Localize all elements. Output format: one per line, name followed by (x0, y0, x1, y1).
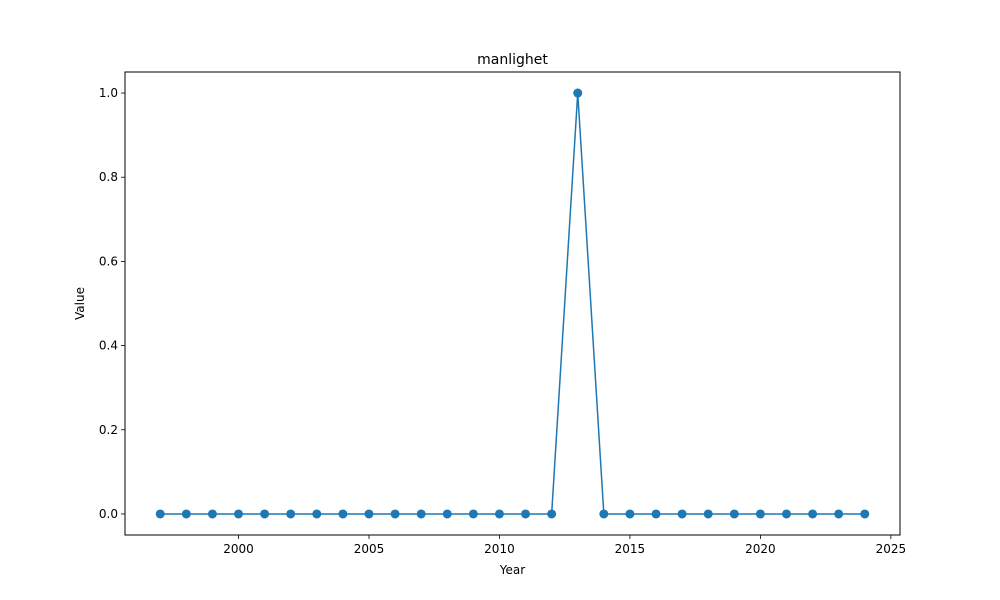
data-point (860, 509, 870, 519)
x-tick-label: 2000 (223, 542, 254, 556)
data-point (338, 509, 348, 519)
y-tick-label: 0.8 (99, 170, 118, 184)
data-point (547, 509, 557, 519)
y-tick-label: 0.0 (99, 507, 118, 521)
x-tick-label: 2010 (484, 542, 515, 556)
data-point (181, 509, 191, 519)
y-tick-label: 1.0 (99, 86, 118, 100)
y-tick-label: 0.6 (99, 254, 118, 268)
data-point (729, 509, 739, 519)
data-point (234, 509, 244, 519)
plot-frame (124, 71, 901, 536)
x-tick-label: 2005 (354, 542, 385, 556)
data-point (781, 509, 791, 519)
data-point (599, 509, 609, 519)
data-point (468, 509, 478, 519)
data-point (442, 509, 452, 519)
plot-layer (155, 88, 870, 519)
data-point (286, 509, 296, 519)
data-point (834, 509, 844, 519)
data-point (260, 509, 270, 519)
y-axis-label: Value (73, 287, 87, 320)
x-axis-label: Year (499, 563, 525, 577)
data-point (494, 509, 504, 519)
data-point (808, 509, 818, 519)
x-tick-label: 2015 (615, 542, 646, 556)
series-line (160, 93, 865, 515)
data-point (312, 509, 322, 519)
data-point (155, 509, 165, 519)
y-tick-label: 0.2 (99, 423, 118, 437)
data-point (755, 509, 765, 519)
data-point (416, 509, 426, 519)
data-point (625, 509, 635, 519)
data-point (651, 509, 661, 519)
data-point (573, 88, 583, 98)
x-tick-label: 2025 (876, 542, 907, 556)
ticks-layer: 2000 2005 2010 2015 2020 2025 0.0 0.2 0.4 0.6 0.8 1… (99, 86, 906, 556)
data-point (390, 509, 400, 519)
data-point (703, 509, 713, 519)
y-tick-label: 0.4 (99, 339, 118, 353)
data-point (364, 509, 374, 519)
data-point (207, 509, 217, 519)
data-point (677, 509, 687, 519)
chart-title: manlighet (477, 52, 548, 68)
data-point (521, 509, 531, 519)
x-tick-label: 2020 (745, 542, 776, 556)
